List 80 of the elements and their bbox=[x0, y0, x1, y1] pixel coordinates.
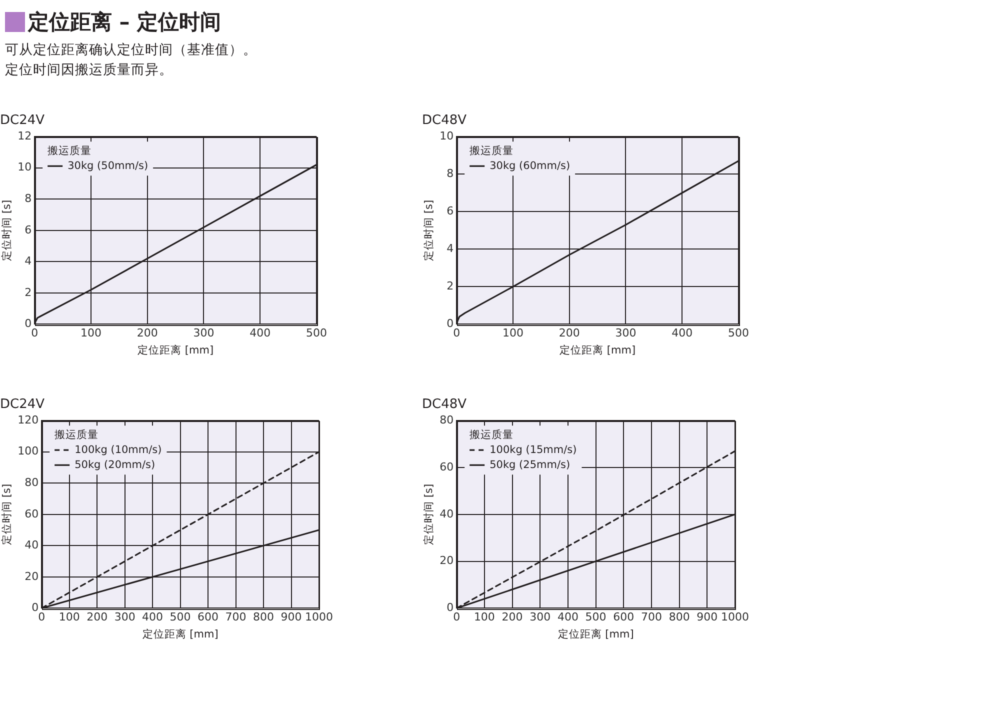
x-axis-title: 定位距离 [mm] bbox=[138, 343, 214, 356]
text: 定位距离 – 定位时间 bbox=[28, 9, 222, 36]
text: 可从定位距离确认定位时间（基准值）。 bbox=[5, 41, 257, 60]
y-tick-label: 60 bbox=[440, 460, 454, 474]
x-tick-label: 400 bbox=[250, 326, 271, 340]
x-tick-label: 500 bbox=[306, 326, 327, 340]
y-tick-label: 80 bbox=[24, 476, 39, 489]
y-tick-label: 0 bbox=[446, 317, 454, 330]
legend-label: 30kg (50mm/s) bbox=[68, 160, 148, 172]
x-tick-label: 300 bbox=[114, 610, 136, 624]
y-tick-label: 8 bbox=[446, 166, 454, 180]
y-axis-title: 定位时间 [s] bbox=[422, 484, 436, 545]
legend-label: 100kg (10mm/s) bbox=[74, 444, 162, 456]
legend-label: 100kg (15mm/s) bbox=[490, 444, 577, 456]
y-tick-label: 6 bbox=[24, 223, 32, 236]
legend-title: 搬运质量 bbox=[470, 144, 514, 157]
y-tick-label: 120 bbox=[18, 413, 39, 426]
y-tick-label: 40 bbox=[24, 538, 39, 552]
y-tick-label: 6 bbox=[446, 204, 454, 218]
y-axis-title: 定位时间 [s] bbox=[0, 200, 14, 261]
y-tick-label: 60 bbox=[24, 507, 39, 520]
y-tick-label: 10 bbox=[18, 160, 32, 174]
x-tick-label: 100 bbox=[502, 326, 524, 340]
x-tick-label: 300 bbox=[530, 610, 551, 624]
y-tick-label: 0 bbox=[446, 601, 454, 614]
legend-title: 搬运质量 bbox=[48, 144, 92, 157]
x-tick-label: 1000 bbox=[721, 610, 750, 624]
y-axis-title: 定位时间 [s] bbox=[0, 484, 14, 545]
y-tick-label: 2 bbox=[24, 286, 32, 299]
x-tick-label: 800 bbox=[668, 610, 690, 624]
x-tick-label: 200 bbox=[136, 326, 158, 340]
x-tick-label: 600 bbox=[613, 610, 634, 624]
x-tick-label: 400 bbox=[672, 326, 693, 340]
y-tick-label: 20 bbox=[24, 570, 39, 583]
x-tick-label: 500 bbox=[585, 610, 606, 624]
legend-title: 搬运质量 bbox=[470, 428, 514, 441]
x-tick-label: 400 bbox=[142, 610, 164, 624]
y-tick-label: 8 bbox=[24, 192, 32, 205]
chart-title: DC24V bbox=[0, 113, 45, 128]
x-tick-label: 400 bbox=[557, 610, 578, 624]
y-tick-label: 20 bbox=[440, 554, 454, 568]
y-tick-label: 2 bbox=[446, 280, 454, 293]
x-tick-label: 100 bbox=[58, 610, 80, 624]
x-tick-label: 300 bbox=[615, 326, 636, 340]
y-tick-label: 4 bbox=[24, 254, 32, 268]
y-axis-title: 定位时间 [s] bbox=[422, 200, 436, 261]
legend-label: 50kg (20mm/s) bbox=[74, 458, 156, 471]
x-tick-label: 100 bbox=[80, 326, 102, 340]
y-tick-label: 0 bbox=[24, 317, 32, 330]
x-tick-label: 200 bbox=[86, 610, 108, 624]
x-tick-label: 200 bbox=[502, 610, 523, 624]
chart-title: DC48V bbox=[422, 113, 467, 128]
x-tick-label: 500 bbox=[728, 326, 749, 340]
x-tick-label: 900 bbox=[696, 610, 718, 624]
y-tick-label: 12 bbox=[18, 129, 32, 142]
y-tick-label: 100 bbox=[18, 444, 39, 458]
x-axis-title: 定位距离 [mm] bbox=[560, 343, 636, 356]
y-tick-label: 0 bbox=[32, 601, 39, 614]
x-tick-label: 800 bbox=[253, 610, 274, 624]
chart-title: DC48V bbox=[422, 397, 467, 412]
y-tick-label: 4 bbox=[446, 242, 454, 256]
x-tick-label: 600 bbox=[198, 610, 219, 624]
x-tick-label: 700 bbox=[225, 610, 246, 624]
x-tick-label: 300 bbox=[193, 326, 214, 340]
x-axis-title: 定位距离 [mm] bbox=[558, 627, 634, 640]
x-tick-label: 1000 bbox=[305, 610, 334, 624]
chart-title: DC24V bbox=[0, 397, 45, 412]
x-tick-label: 100 bbox=[474, 610, 495, 624]
y-tick-label: 40 bbox=[440, 507, 454, 520]
x-axis-title: 定位距离 [mm] bbox=[142, 627, 218, 640]
text: 定位时间因搬运质量而异。 bbox=[5, 61, 174, 80]
legend-label: 50kg (25mm/s) bbox=[490, 458, 570, 471]
x-tick-label: 500 bbox=[170, 610, 191, 624]
legend-label: 30kg (60mm/s) bbox=[490, 160, 570, 172]
x-tick-label: 700 bbox=[640, 610, 662, 624]
x-tick-label: 900 bbox=[280, 610, 302, 624]
x-tick-label: 200 bbox=[558, 326, 580, 340]
y-tick-label: 10 bbox=[440, 129, 454, 142]
y-tick-label: 80 bbox=[440, 413, 454, 426]
legend-title: 搬运质量 bbox=[54, 428, 99, 441]
